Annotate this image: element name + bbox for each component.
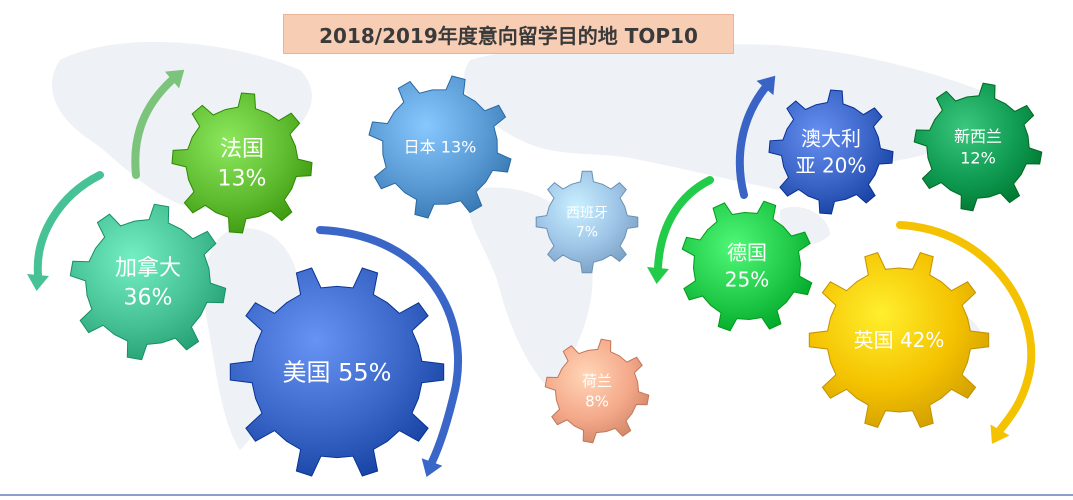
gear-canada: 加拿大 36% [69, 203, 227, 361]
gear-label-japan: 日本 13% [404, 138, 477, 157]
arrow-australia-up [735, 84, 769, 199]
gear-label-spain: 7% [576, 224, 598, 240]
gear-label-france: 13% [218, 167, 267, 192]
gear-label-canada: 加拿大 [115, 255, 181, 281]
gear-shape-canada [69, 203, 227, 361]
gear-shape-japan [368, 75, 512, 219]
gear-spain: 西班牙 7% [535, 170, 639, 274]
gear-usa: 美国 55% [229, 267, 445, 477]
arrow-usa-loop [316, 226, 462, 466]
gear-germany: 德国 25% [681, 200, 813, 332]
gear-label-spain: 西班牙 [566, 205, 608, 221]
gear-uk: 英国 42% [808, 251, 990, 429]
arrow-usa-loop-head [421, 458, 443, 478]
gear-newzealand: 新西兰 12% [913, 82, 1043, 212]
gear-label-newzealand: 新西兰 [954, 127, 1002, 146]
gear-label-germany: 德国 [727, 241, 767, 265]
gear-label-france: 法国 [220, 137, 264, 162]
gear-label-usa: 美国 55% [283, 358, 392, 386]
arrow-france-to-canada-head [27, 274, 49, 291]
gear-label-uk: 英国 42% [854, 328, 945, 352]
gear-shape-netherlands [544, 338, 650, 444]
gear-japan: 日本 13% [368, 75, 512, 219]
arrow-france-to-canada [33, 171, 104, 279]
gear-label-newzealand: 12% [960, 148, 996, 167]
arrow-germany-left [654, 176, 714, 272]
arrow-canada-to-france [131, 76, 176, 179]
gear-shape-newzealand [913, 82, 1043, 212]
bottom-divider [0, 494, 1073, 496]
gear-netherlands: 荷兰 8% [544, 338, 650, 444]
gear-label-germany: 25% [725, 268, 769, 292]
arrow-germany-left-head [647, 267, 669, 284]
gear-shape-france [171, 92, 313, 234]
gear-shape-germany [681, 200, 813, 332]
gears-group: 美国 55% 加拿大 36% 法国 13% 日本 13% 西班牙 7% 荷兰 8% 德国 25% 澳大利… [69, 75, 1043, 477]
gear-label-canada: 36% [124, 286, 173, 311]
arrow-canada-to-france-head [164, 69, 185, 89]
gear-label-australia: 亚 20% [796, 154, 867, 178]
gear-label-australia: 澳大利 [801, 127, 861, 151]
gear-shape-uk [808, 251, 990, 429]
arrow-uk-loop-head [990, 424, 1010, 444]
gear-shape-usa [229, 267, 445, 477]
gear-france: 法国 13% [171, 92, 313, 234]
arrows-group [27, 69, 1036, 478]
gear-label-netherlands: 8% [585, 392, 609, 410]
gear-label-netherlands: 荷兰 [582, 372, 612, 390]
diagram-title: 2018/2019年度意向留学目的地 TOP10 [283, 14, 734, 54]
gear-shape-spain [535, 170, 639, 274]
arrow-australia-up-head [756, 75, 776, 96]
gear-shape-australia [768, 89, 894, 215]
arrow-uk-loop [896, 221, 1036, 434]
